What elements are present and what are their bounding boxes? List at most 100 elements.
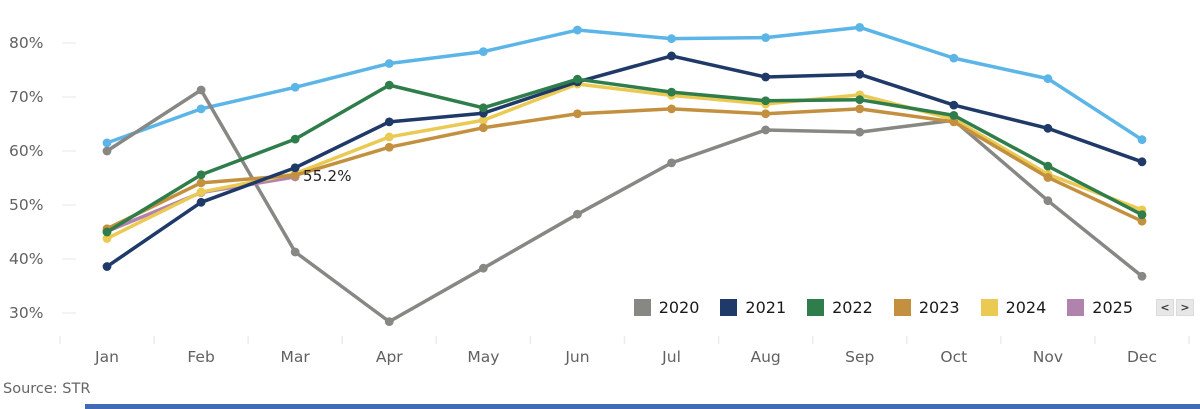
data-point-2021-Jul [667, 51, 676, 61]
data-point-2020-May [478, 263, 488, 273]
data-point-2023-Oct [949, 117, 959, 127]
data-point-2023-Jul [667, 104, 676, 114]
x-axis-label-apr: Apr [375, 348, 403, 366]
legend-item-2022[interactable]: 2022 [807, 298, 873, 317]
data-point-2021-Oct [949, 100, 959, 110]
y-axis-label: 30% [9, 304, 44, 322]
data-point-2020-Feb [196, 85, 206, 95]
data-point-2020-Jan [102, 146, 112, 156]
series-line-2020 [105, 88, 1144, 324]
data-point-2020-Mar [290, 247, 300, 257]
series-line-2024 [105, 82, 1144, 241]
x-axis-label-jul: Jul [662, 348, 681, 366]
data-point-2023-Mar [290, 170, 300, 180]
data-point-2024-May [478, 115, 488, 125]
y-axis-label: 60% [9, 142, 44, 160]
data-point-lightblue-May [478, 47, 488, 57]
y-axis-label: 50% [9, 196, 44, 214]
data-point-2021-Dec [1137, 157, 1147, 167]
data-point-lightblue-Dec [1137, 135, 1147, 145]
chart-canvas [59, 22, 1190, 344]
legend-item-2020[interactable]: 2020 [633, 298, 700, 317]
legend-label: 2023 [918, 298, 960, 317]
legend-item-2025[interactable]: 2025 [1067, 298, 1133, 317]
bottom-divider-bar [85, 404, 1200, 409]
data-point-2023-Feb [196, 178, 206, 188]
y-axis-label: 70% [9, 88, 44, 106]
data-point-2023-Sep [855, 104, 865, 114]
legend-pager: < > [1156, 299, 1194, 316]
x-axis-label-oct: Oct [940, 348, 968, 366]
legend-item-2024[interactable]: 2024 [980, 298, 1047, 317]
data-point-2022-Nov [1043, 161, 1053, 171]
data-point-lightblue-Mar [290, 82, 300, 92]
data-point-lightblue-Aug [761, 33, 771, 42]
legend-prev-button[interactable]: < [1156, 299, 1174, 316]
data-point-2020-Dec [1137, 271, 1147, 281]
x-axis-label-feb: Feb [187, 348, 215, 366]
data-point-lightblue-Oct [949, 53, 959, 63]
data-point-2020-Aug [761, 125, 771, 135]
data-point-lightblue-Jan [102, 138, 112, 148]
data-point-lightblue-Feb [196, 104, 206, 114]
x-axis-label-jan: Jan [95, 348, 119, 366]
legend-swatch-icon [893, 299, 911, 316]
series-line-2021 [105, 54, 1144, 269]
data-point-2024-Apr [384, 132, 394, 142]
legend-label: 2021 [745, 298, 787, 317]
data-point-2021-Sep [855, 69, 865, 79]
x-axis-label-may: May [467, 348, 500, 366]
legend-label: 2020 [658, 298, 700, 317]
data-point-2021-Jan [102, 262, 112, 271]
series-line-2022 [105, 77, 1144, 234]
x-axis-label-mar: Mar [280, 348, 310, 366]
data-point-2021-Feb [196, 197, 206, 207]
data-point-2023-Aug [761, 109, 771, 119]
data-point-2021-Aug [761, 72, 771, 82]
data-point-2022-Aug [761, 96, 771, 106]
data-point-2023-Nov [1043, 173, 1053, 182]
data-point-2021-Nov [1043, 123, 1053, 133]
data-point-2021-Apr [384, 117, 394, 127]
source-text: Source: STR [3, 381, 91, 397]
data-point-2022-Jul [667, 87, 676, 97]
data-point-2022-Mar [290, 134, 300, 144]
data-point-lightblue-Jun [573, 25, 582, 35]
data-point-lightblue-Sep [855, 22, 865, 32]
x-axis-label-jun: Jun [565, 348, 590, 366]
data-point-2022-Jan [102, 227, 112, 237]
data-point-2022-Jun [573, 74, 582, 84]
data-label-55-2: 55.2% [303, 167, 352, 185]
data-point-2023-Apr [384, 142, 394, 152]
data-point-2024-Feb [196, 187, 206, 197]
x-axis-label-aug: Aug [750, 348, 781, 366]
data-point-lightblue-Jul [667, 34, 676, 44]
legend-item-2023[interactable]: 2023 [893, 298, 960, 317]
data-point-2022-May [478, 103, 488, 113]
legend-swatch-icon [1067, 299, 1085, 316]
data-point-2020-Apr [384, 317, 394, 327]
series-line-lightblue [105, 25, 1144, 145]
data-point-2023-Jun [573, 109, 582, 119]
data-point-2020-Nov [1043, 196, 1053, 206]
y-axis-label: 40% [9, 250, 44, 268]
data-point-2022-Apr [384, 80, 394, 90]
data-point-2023-May [478, 123, 488, 133]
legend-label: 2022 [832, 298, 873, 317]
legend-swatch-icon [807, 299, 825, 316]
data-point-2020-Sep [855, 127, 865, 137]
chevron-left-icon: < [1160, 301, 1170, 314]
legend-swatch-icon [633, 299, 651, 316]
data-point-lightblue-Nov [1043, 74, 1053, 84]
legend-next-button[interactable]: > [1176, 299, 1194, 316]
data-point-2023-Dec [1137, 216, 1147, 226]
chevron-right-icon: > [1180, 301, 1190, 314]
data-point-2022-Oct [949, 110, 959, 120]
data-point-2022-Dec [1137, 210, 1147, 220]
x-axis-label-sep: Sep [845, 348, 875, 366]
legend-item-2021[interactable]: 2021 [720, 298, 786, 317]
legend-label: 2024 [1005, 298, 1047, 317]
data-point-2020-Jun [573, 209, 582, 219]
y-axis-label: 80% [9, 34, 44, 52]
